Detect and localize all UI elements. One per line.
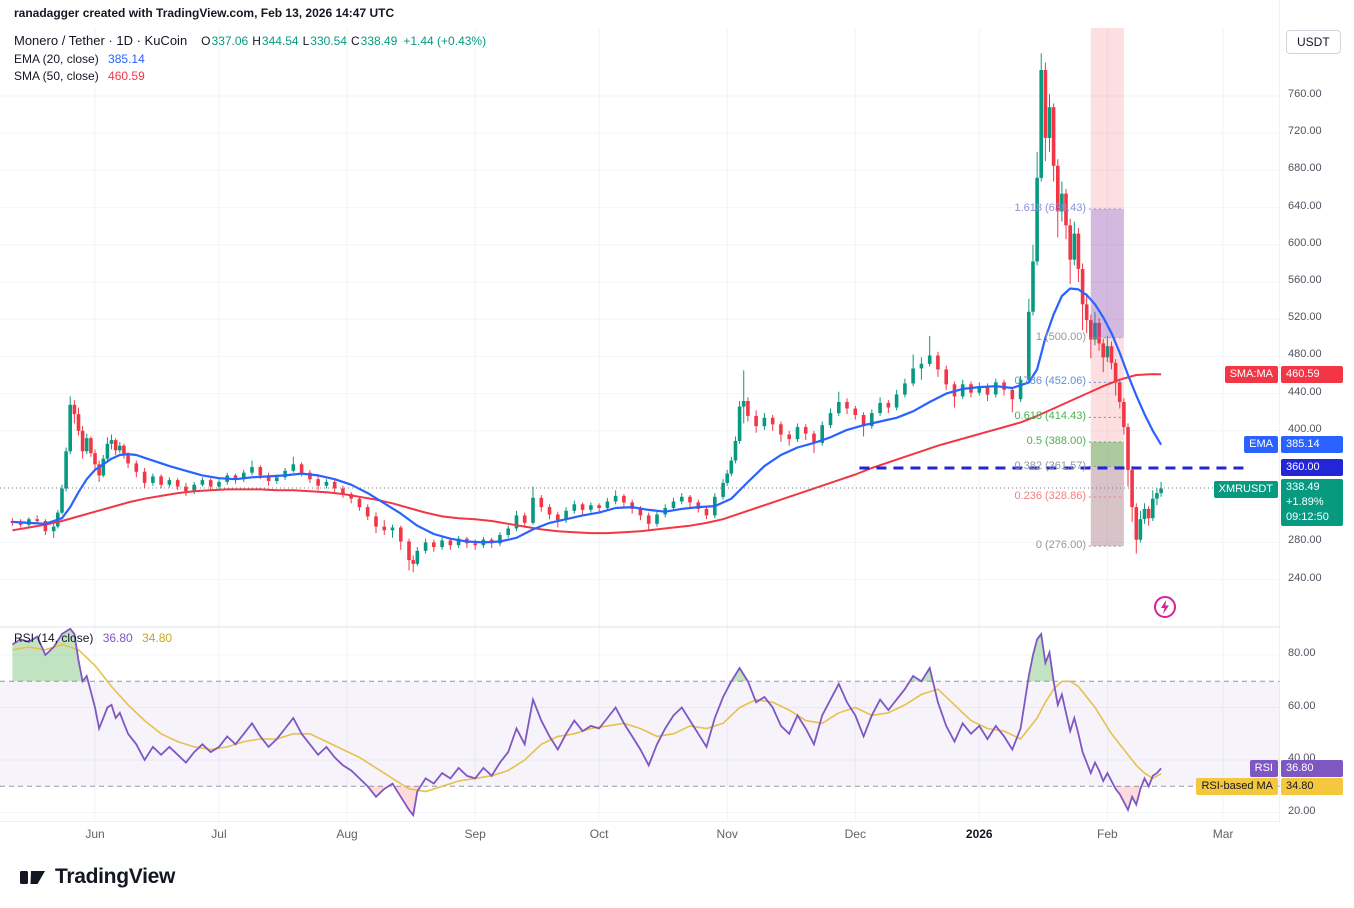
- price-tick: 640.00: [1288, 199, 1322, 212]
- time-axis-label: Jun: [85, 827, 105, 841]
- time-axis-label: Oct: [589, 827, 609, 841]
- currency-unit-button[interactable]: USDT: [1286, 30, 1341, 54]
- fib-retracement[interactable]: [1088, 208, 1124, 547]
- fib-level-label: 0 (276.00): [1035, 539, 1086, 552]
- low-label: L: [302, 34, 310, 48]
- rsi-ma-axis-value: 34.80: [1281, 778, 1343, 795]
- fib-level-label: 0.618 (414.43): [1014, 410, 1086, 423]
- rsi-value-tag: RSI: [1249, 760, 1278, 777]
- fib-level-label: 1 (500.00): [1035, 330, 1086, 343]
- tradingview-logo-mark: [20, 871, 45, 884]
- tradingview-logo[interactable]: TradingView: [18, 862, 175, 892]
- time-axis-label: Dec: [844, 827, 866, 841]
- sma-line: [12, 373, 1162, 535]
- boost-lightning-icon[interactable]: [1153, 595, 1177, 619]
- price-tick: 400.00: [1288, 422, 1322, 435]
- symbol-price-value: 338.49 +1.89% 09:12:50: [1281, 479, 1343, 526]
- open-label: O: [201, 34, 211, 48]
- time-axis-label: Nov: [716, 827, 738, 841]
- fib-level-label: 0.786 (452.06): [1014, 375, 1086, 388]
- attribution-text: ranadagger created with TradingView.com,…: [14, 6, 395, 20]
- last-change: +1.89%: [1286, 496, 1324, 508]
- alert-price-value[interactable]: 360.00: [1281, 459, 1343, 476]
- time-axis-label: 2026: [965, 827, 993, 841]
- time-axis-label: Jul: [211, 827, 227, 841]
- ema-legend[interactable]: EMA (20, close) 385.14: [14, 52, 145, 66]
- rsi-line: [11, 627, 1162, 818]
- high-value: 344.54: [261, 34, 299, 48]
- rsi-band: [0, 681, 1280, 787]
- symbol-legend: Monero / Tether · 1D · KuCoin O337.06 H344…: [14, 33, 486, 48]
- price-tick: 560.00: [1288, 274, 1322, 286]
- ema-line: [12, 287, 1163, 544]
- rsi-tick: 80.00: [1288, 647, 1316, 659]
- rsi-legend[interactable]: RSI (14, close) 36.80 34.80: [14, 631, 172, 645]
- fib-level-label: 0.236 (328.86): [1014, 489, 1086, 502]
- sma-price-value: 460.59: [1281, 366, 1343, 383]
- price-tick: 280.00: [1288, 534, 1322, 547]
- low-value: 330.54: [310, 34, 347, 48]
- rsi-legend-label: RSI (14, close): [14, 631, 94, 645]
- symbol-title[interactable]: Monero / Tether · 1D · KuCoin: [14, 33, 188, 48]
- ema-legend-value: 385.14: [108, 52, 145, 66]
- countdown-timer: 09:12:50: [1286, 511, 1329, 523]
- time-axis-label: Mar: [1212, 827, 1234, 841]
- price-tick: 480.00: [1288, 348, 1322, 361]
- symbol-price-tag: XMRUSDT: [1213, 481, 1278, 498]
- price-tick: 520.00: [1288, 311, 1322, 324]
- rsi-tick: 20.00: [1288, 804, 1316, 817]
- open-value: 337.06: [211, 34, 249, 48]
- time-axis-label: Feb: [1097, 827, 1118, 841]
- time-axis-label: Aug: [336, 827, 358, 841]
- candlestick-series: [10, 53, 1163, 573]
- highlight-band: [1090, 28, 1124, 547]
- time-axis-label: Sep: [464, 827, 486, 841]
- fib-level-label: 0.5 (388.00): [1026, 434, 1086, 447]
- price-axis[interactable]: USDT 760.00 720.00 680.00 640.00 600.00 560.0…: [1280, 0, 1354, 822]
- high-label: H: [252, 34, 261, 48]
- rsi-ma-legend-value: 34.80: [142, 631, 173, 645]
- close-label: C: [350, 34, 360, 48]
- sma-legend-value: 460.59: [108, 69, 145, 83]
- price-tick: 760.00: [1288, 88, 1322, 100]
- rsi-legend-value: 36.80: [102, 631, 133, 645]
- fib-level-label: 0.382 (361.57): [1014, 459, 1086, 472]
- sma-legend-label: SMA (50, close): [14, 69, 99, 83]
- ema-legend-label: EMA (20, close): [14, 52, 99, 66]
- last-price: 338.49: [1286, 481, 1320, 493]
- price-tick: 680.00: [1288, 162, 1322, 175]
- price-tick: 240.00: [1288, 571, 1322, 584]
- price-tick: 600.00: [1288, 236, 1322, 249]
- rsi-ma-value-tag: RSI-based MA: [1196, 778, 1278, 795]
- rsi-tick: 60.00: [1288, 699, 1316, 712]
- close-value: 338.49: [360, 34, 398, 48]
- ema-price-value: 385.14: [1281, 436, 1343, 453]
- ema-price-tag: EMA: [1244, 436, 1278, 453]
- price-tick: 720.00: [1288, 125, 1322, 138]
- change-value: +1.44 (+0.43%): [403, 34, 487, 48]
- price-tick: 440.00: [1288, 385, 1322, 398]
- time-axis[interactable]: Jun Jul Aug Sep Oct Nov Dec 2026 Feb Mar: [0, 822, 1354, 846]
- sma-legend[interactable]: SMA (50, close) 460.59: [14, 69, 145, 83]
- fib-level-label: 1.618 (638.43): [1014, 202, 1086, 215]
- sma-price-tag: SMA:MA: [1224, 366, 1278, 383]
- tradingview-logo-text: TradingView: [55, 865, 176, 888]
- rsi-axis-value: 36.80: [1281, 760, 1343, 777]
